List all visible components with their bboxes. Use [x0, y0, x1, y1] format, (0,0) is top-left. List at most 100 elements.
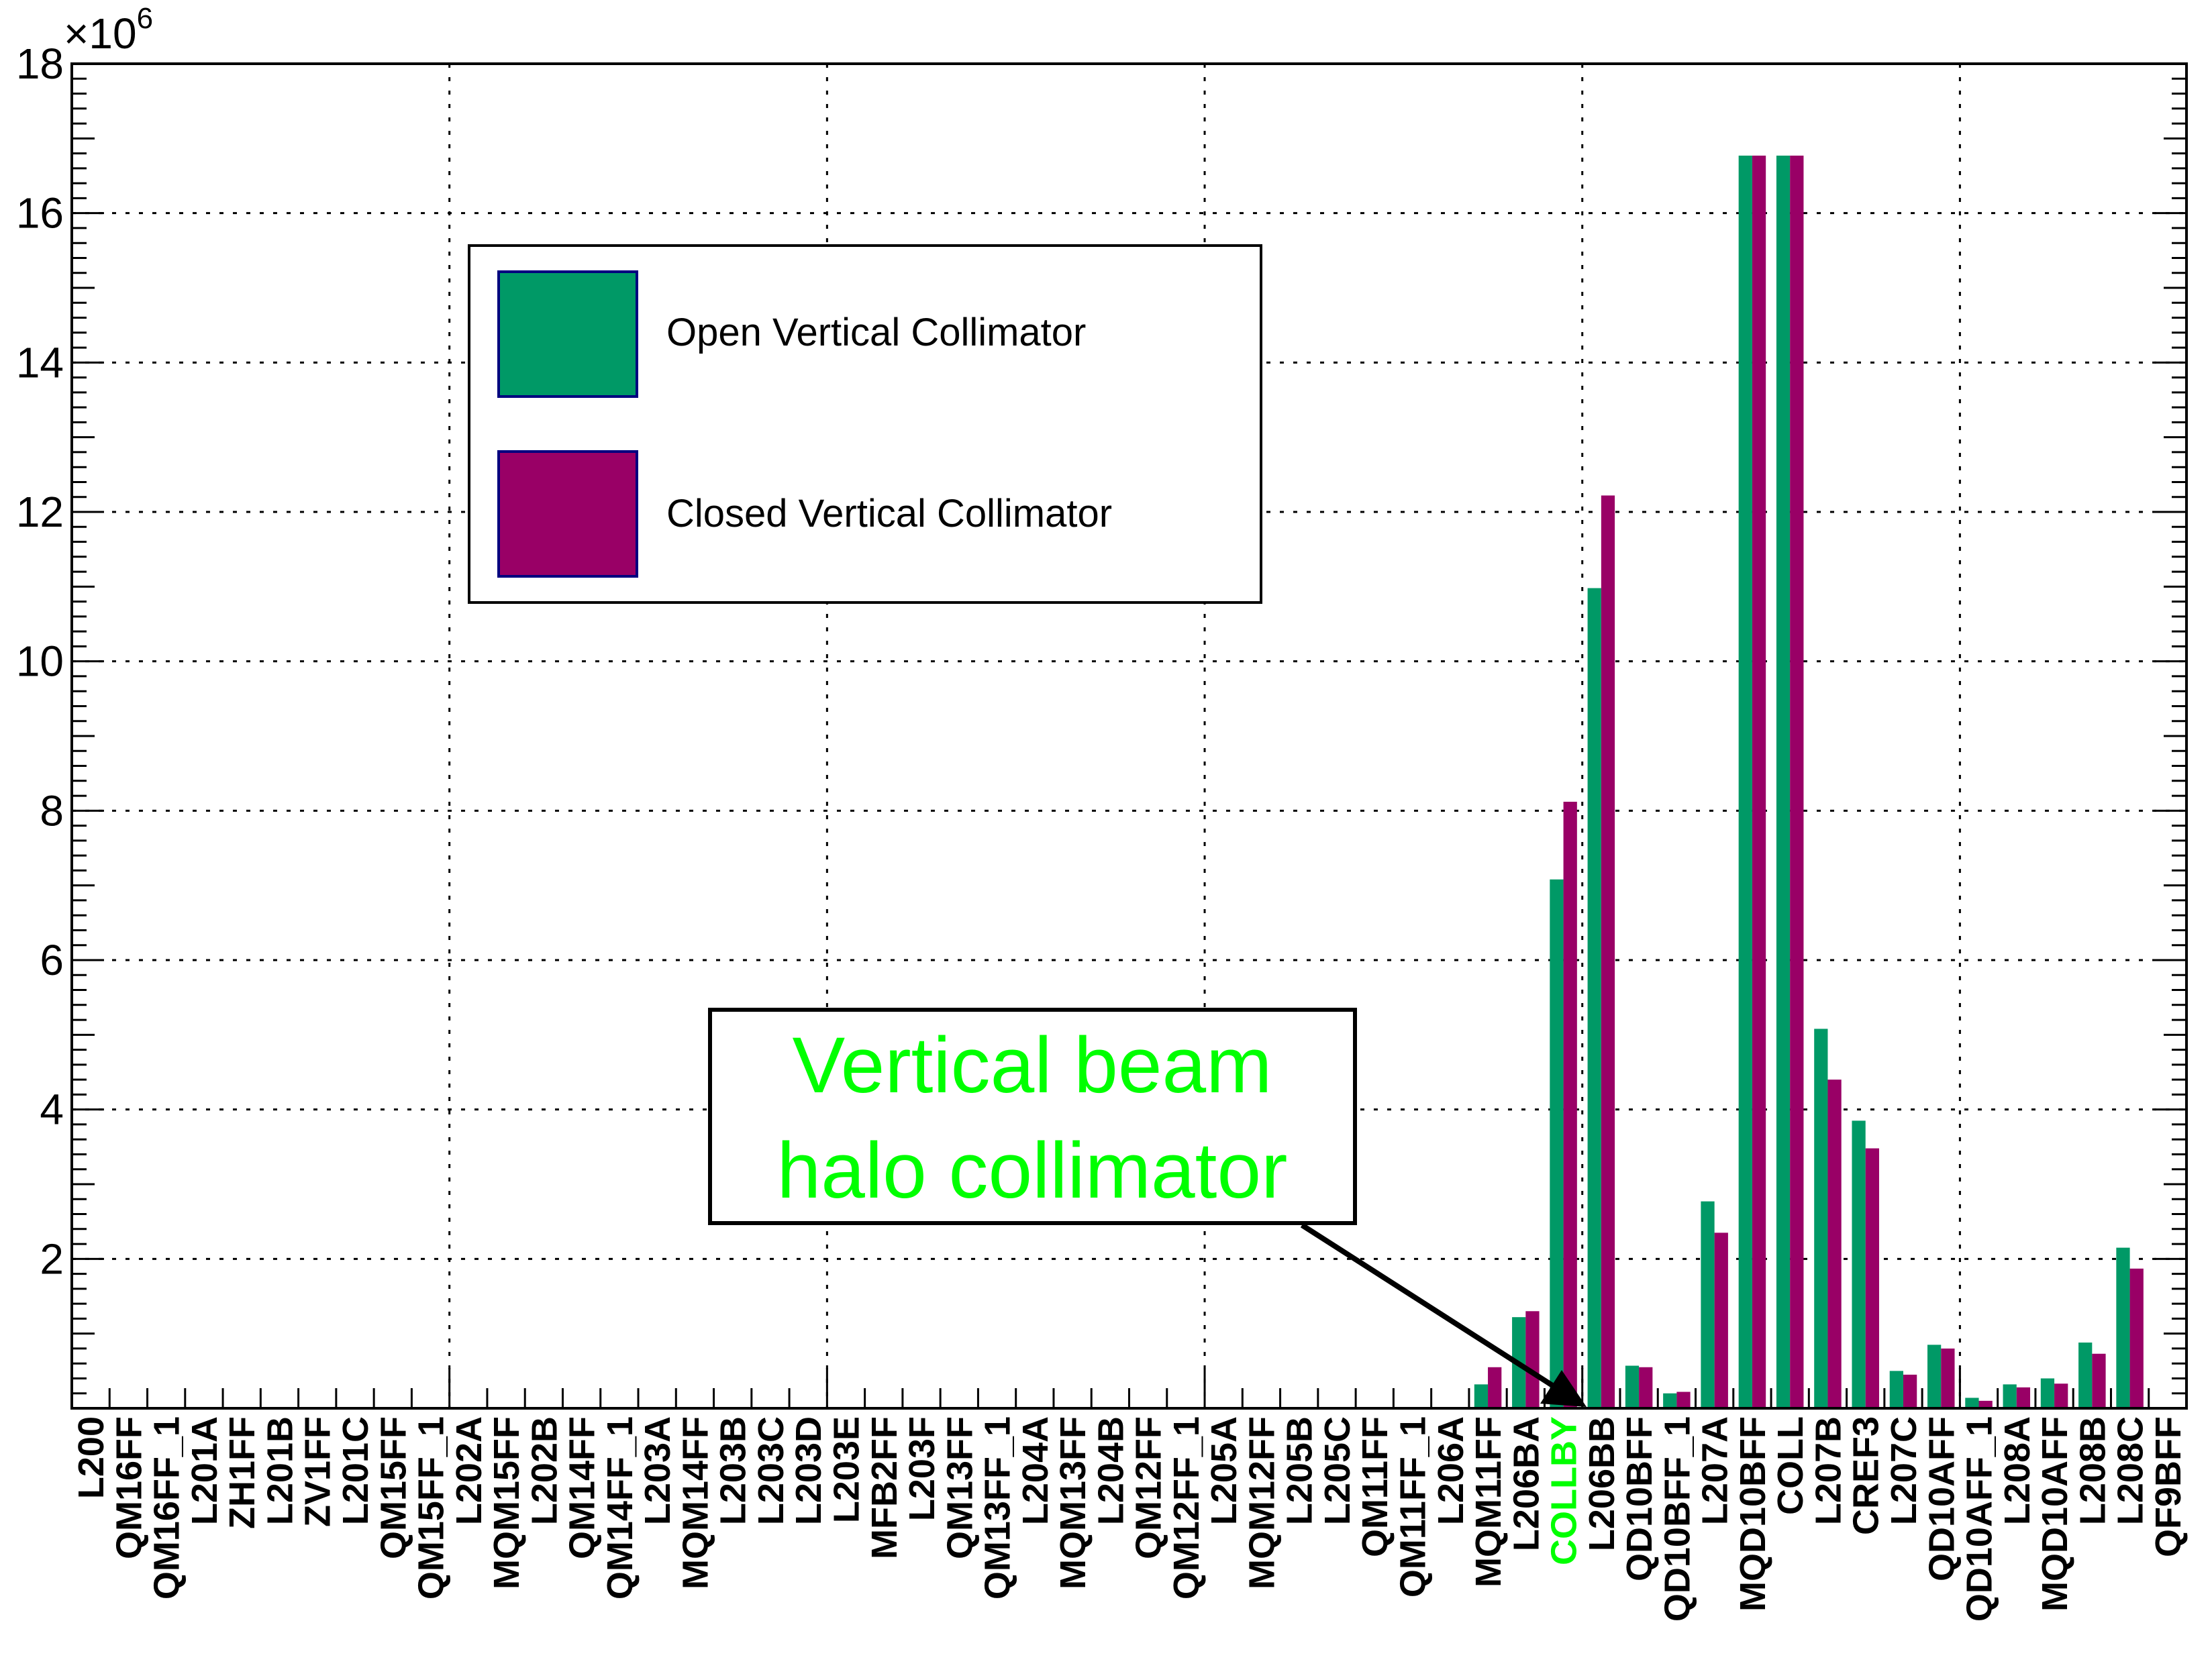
bar-open-qd10aff: [1927, 1345, 1942, 1408]
x-tick-label: L205A: [1204, 1416, 1244, 1525]
bar-closed-l207c: [1903, 1374, 1917, 1408]
y-tick-label: 14: [16, 338, 64, 386]
annotation-box: [708, 1008, 1357, 1225]
bar-closed-qd10bff_1: [1676, 1392, 1691, 1408]
x-tick-label: L201C: [336, 1416, 376, 1525]
legend-swatch-open: [497, 270, 638, 398]
bar-open-qd10bff_1: [1663, 1393, 1677, 1408]
x-tick-label: QD10BFF: [1619, 1416, 1660, 1581]
x-tick-label: MQM14FF: [675, 1416, 715, 1589]
y-tick-label: 10: [16, 637, 64, 686]
bar-closed-mqm11ff: [1488, 1367, 1502, 1408]
x-tick-label: L200: [71, 1416, 111, 1499]
x-tick-label: QM14FF: [562, 1416, 603, 1559]
annotation: Vertical beam halo collimator: [708, 1008, 1587, 1407]
x-tick-label: L207C: [1884, 1416, 1924, 1525]
x-tick-label: L203B: [713, 1416, 754, 1525]
bar-open-qd10aff_1: [1965, 1398, 1979, 1408]
x-tick-label: L203F: [902, 1416, 942, 1521]
annotation-arrowhead: [1540, 1370, 1587, 1407]
y-tick-label: 2: [40, 1235, 64, 1283]
legend-label-closed: Closed Vertical Collimator: [666, 492, 1112, 535]
bar-closed-l206bb: [1601, 495, 1615, 1409]
bar-closed-l207a: [1714, 1233, 1728, 1408]
y-tick-label: 18: [16, 40, 64, 88]
x-tick-label: MFB2FF: [864, 1416, 905, 1559]
x-tick-label: L205C: [1317, 1416, 1358, 1525]
x-tick-label: L207A: [1695, 1416, 1736, 1525]
x-tick-label: L203C: [751, 1416, 791, 1525]
x-tick-label: MQM12FF: [1242, 1416, 1282, 1589]
x-tick-label: MQD10AFF: [2035, 1416, 2075, 1612]
x-tick-label: MQM15FF: [487, 1416, 527, 1589]
x-tick-label: QM13FF: [940, 1416, 980, 1559]
plot-frame: [70, 62, 2188, 1410]
bar-closed-l207b: [1827, 1080, 1842, 1408]
x-tick-label: L201B: [260, 1416, 300, 1525]
x-tick-label: QF9BFF: [2148, 1416, 2189, 1557]
y-tick-label: 4: [40, 1086, 64, 1134]
x-tick-label: QM16FF_1: [147, 1416, 187, 1600]
x-tick-label: MQM13FF: [1053, 1416, 1093, 1589]
bar-open-l207b: [1814, 1029, 1828, 1408]
bar-open-l208c: [2116, 1247, 2130, 1408]
x-tick-label: L205B: [1280, 1416, 1320, 1525]
bar-open-l208b: [2078, 1343, 2093, 1408]
x-tick-label: COLLBY: [1544, 1416, 1585, 1565]
bar-closed-mqd10aff: [2054, 1383, 2068, 1408]
x-tick-label: L206BA: [1506, 1416, 1546, 1551]
bar-open-mqm11ff: [1474, 1384, 1489, 1408]
bar-closed-l208a: [2016, 1387, 2031, 1408]
x-tick-label: ZH1FF: [222, 1416, 262, 1529]
x-tick-label: MQM11FF: [1468, 1416, 1509, 1587]
x-tick-label: L208B: [2072, 1416, 2113, 1525]
bar-closed-qd10bff: [1639, 1367, 1653, 1408]
bar-closed-l206ba: [1525, 1311, 1540, 1408]
x-tick-label: QM11FF: [1355, 1416, 1395, 1557]
bar-open-mqd10bff: [1738, 155, 1752, 1409]
annotation-line-1: Vertical beam: [793, 1021, 1272, 1110]
x-tick-label: L202A: [449, 1416, 489, 1525]
y-axis-ticks: 2 4 6 8 10 12 14 16 18: [16, 40, 2186, 1408]
bar-open-l206bb: [1587, 588, 1601, 1408]
x-tick-label: QM15FF: [373, 1416, 413, 1559]
y-tick-label: 8: [40, 786, 64, 835]
annotation-arrow-shaft: [1300, 1222, 1558, 1390]
y-tick-label: 12: [16, 488, 64, 536]
x-tick-label: L204B: [1091, 1416, 1131, 1525]
legend-swatch-closed: [497, 450, 638, 578]
bar-open-l207a: [1701, 1201, 1715, 1408]
x-tick-label: L203A: [638, 1416, 678, 1525]
x-tick-label: QM15FF_1: [411, 1416, 452, 1600]
x-tick-label: L203E: [826, 1416, 866, 1523]
bar-closed-coll: [1790, 155, 1804, 1409]
x-tick-label: L208A: [1997, 1416, 2038, 1525]
bar-open-mqd10aff: [2040, 1378, 2055, 1408]
x-tick-label: COLL: [1770, 1416, 1811, 1515]
bar-closed-mqd10bff: [1752, 155, 1766, 1409]
legend: Open Vertical Collimator Closed Vertical…: [468, 244, 1262, 604]
y-multiplier-label: ×106: [64, 2, 153, 58]
annotation-line-2: halo collimator: [777, 1126, 1288, 1215]
x-tick-label: QM13FF_1: [978, 1416, 1018, 1600]
x-tick-label: MQD10BFF: [1733, 1416, 1773, 1612]
x-tick-label: L202B: [524, 1416, 564, 1525]
bar-open-qd10bff: [1625, 1365, 1640, 1408]
bar-closed-l208c: [2129, 1268, 2144, 1408]
legend-label-open: Open Vertical Collimator: [666, 311, 1086, 354]
x-tick-label: QD10AFF_1: [1960, 1416, 2000, 1622]
x-axis-labels: L200QM16FFQM16FF_1L201AZH1FFL201BZV1FFL2…: [71, 1416, 2189, 1622]
x-tick-label: L208C: [2111, 1416, 2151, 1525]
x-tick-label: L206A: [1431, 1416, 1471, 1525]
x-tick-label: ZV1FF: [298, 1416, 338, 1527]
bar-closed-collby: [1563, 801, 1577, 1408]
x-tick-label: QD10BFF_1: [1657, 1416, 1697, 1622]
x-tick-label: L207B: [1808, 1416, 1848, 1525]
x-tick-label: CREF3: [1846, 1416, 1887, 1535]
x-tick-label: L201A: [185, 1416, 225, 1525]
bar-closed-cref3: [1865, 1148, 1879, 1408]
y-tick-label: 16: [16, 189, 64, 238]
x-tick-label: QD10AFF: [1921, 1416, 1962, 1581]
bar-closed-qd10aff: [1941, 1348, 1955, 1408]
